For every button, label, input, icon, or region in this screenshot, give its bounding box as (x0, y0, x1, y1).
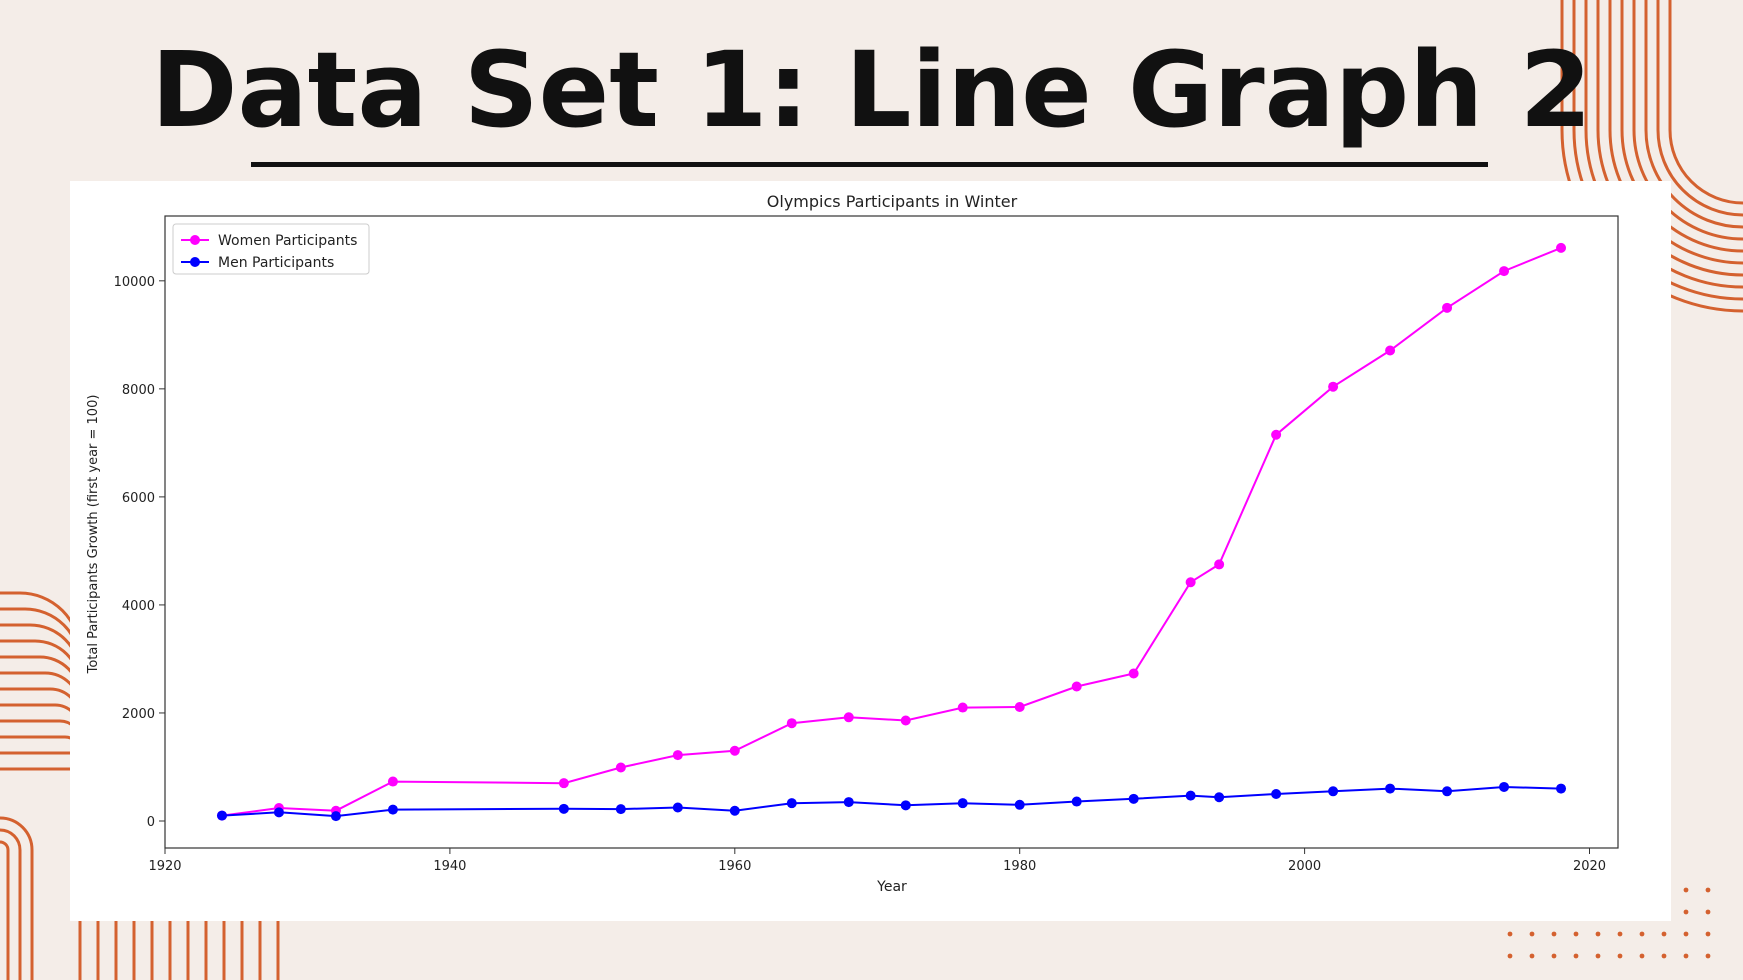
data-point-women-participants (1014, 702, 1025, 713)
y-axis-label: Total Participants Growth (first year = … (86, 395, 101, 675)
x-tick-label: 1920 (148, 859, 181, 874)
data-point-women-participants (900, 715, 911, 726)
plot-frame (164, 215, 1619, 849)
y-tick-label: 10000 (114, 275, 155, 290)
data-point-men-participants (1014, 799, 1025, 810)
data-point-women-participants (1328, 381, 1339, 392)
slide-title: Data Set 1: Line Graph 2 (151, 29, 1592, 151)
y-tick-label: 4000 (122, 599, 155, 614)
data-point-women-participants (843, 712, 854, 723)
x-tick-label: 2020 (1573, 859, 1606, 874)
data-point-men-participants (1499, 781, 1510, 792)
data-point-women-participants (1214, 559, 1225, 570)
data-point-women-participants (558, 778, 569, 789)
legend-entry: Men Participants (218, 255, 334, 271)
data-point-women-participants (1128, 668, 1139, 679)
legend-marker (190, 257, 200, 267)
data-point-men-participants (672, 802, 683, 813)
data-point-women-participants (1499, 266, 1510, 277)
y-tick-label: 2000 (122, 707, 155, 722)
data-point-women-participants (387, 776, 398, 787)
data-point-men-participants (387, 804, 398, 815)
data-point-men-participants (1128, 793, 1139, 804)
data-point-women-participants (1385, 345, 1396, 356)
legend-entry: Women Participants (218, 233, 357, 249)
data-point-women-participants (615, 762, 626, 773)
decorative-lines-bottom-left (78, 921, 280, 980)
data-point-women-participants (786, 718, 797, 729)
data-point-men-participants (615, 804, 626, 815)
data-point-men-participants (957, 798, 968, 809)
data-point-women-participants (729, 745, 740, 756)
data-point-men-participants (1185, 790, 1196, 801)
x-axis-label: Year (876, 879, 907, 895)
line-chart: Olympics Participants in Winter Year Tot… (86, 192, 1619, 895)
x-tick-label: 2000 (1288, 859, 1321, 874)
series-line-men-participants (221, 785, 1562, 818)
title-underline (251, 162, 1488, 167)
data-point-women-participants (1442, 302, 1453, 313)
data-point-men-participants (1214, 792, 1225, 803)
data-point-men-participants (330, 811, 341, 822)
chart-panel: Olympics Participants in Winter Year Tot… (70, 181, 1671, 921)
data-point-men-participants (786, 798, 797, 809)
data-point-men-participants (1442, 786, 1453, 797)
series-line-women-participants (221, 246, 1562, 817)
y-tick-label: 0 (147, 815, 155, 830)
data-point-men-participants (1271, 788, 1282, 799)
data-point-men-participants (1556, 783, 1567, 794)
legend-box (172, 223, 370, 275)
legend-marker (190, 235, 200, 245)
data-point-men-participants (1328, 786, 1339, 797)
data-point-women-participants (1556, 242, 1567, 253)
data-point-men-participants (843, 797, 854, 808)
x-tick-label: 1980 (1003, 859, 1036, 874)
chart-title: Olympics Participants in Winter (767, 192, 1018, 211)
data-point-men-participants (558, 803, 569, 814)
data-point-women-participants (1271, 429, 1282, 440)
data-point-women-participants (672, 750, 683, 761)
x-tick-label: 1940 (433, 859, 466, 874)
x-tick-label: 1960 (718, 859, 751, 874)
data-point-men-participants (273, 807, 284, 818)
data-point-men-participants (1071, 796, 1082, 807)
y-tick-label: 8000 (122, 383, 155, 398)
legend: Women Participants Men Participants (172, 223, 370, 275)
data-point-men-participants (729, 805, 740, 816)
data-point-men-participants (1385, 783, 1396, 794)
decorative-arcs-left (0, 591, 80, 980)
data-point-women-participants (1185, 577, 1196, 588)
data-point-men-participants (216, 810, 227, 821)
data-point-women-participants (957, 702, 968, 713)
data-point-men-participants (900, 800, 911, 811)
data-point-women-participants (1071, 681, 1082, 692)
y-tick-label: 6000 (122, 491, 155, 506)
